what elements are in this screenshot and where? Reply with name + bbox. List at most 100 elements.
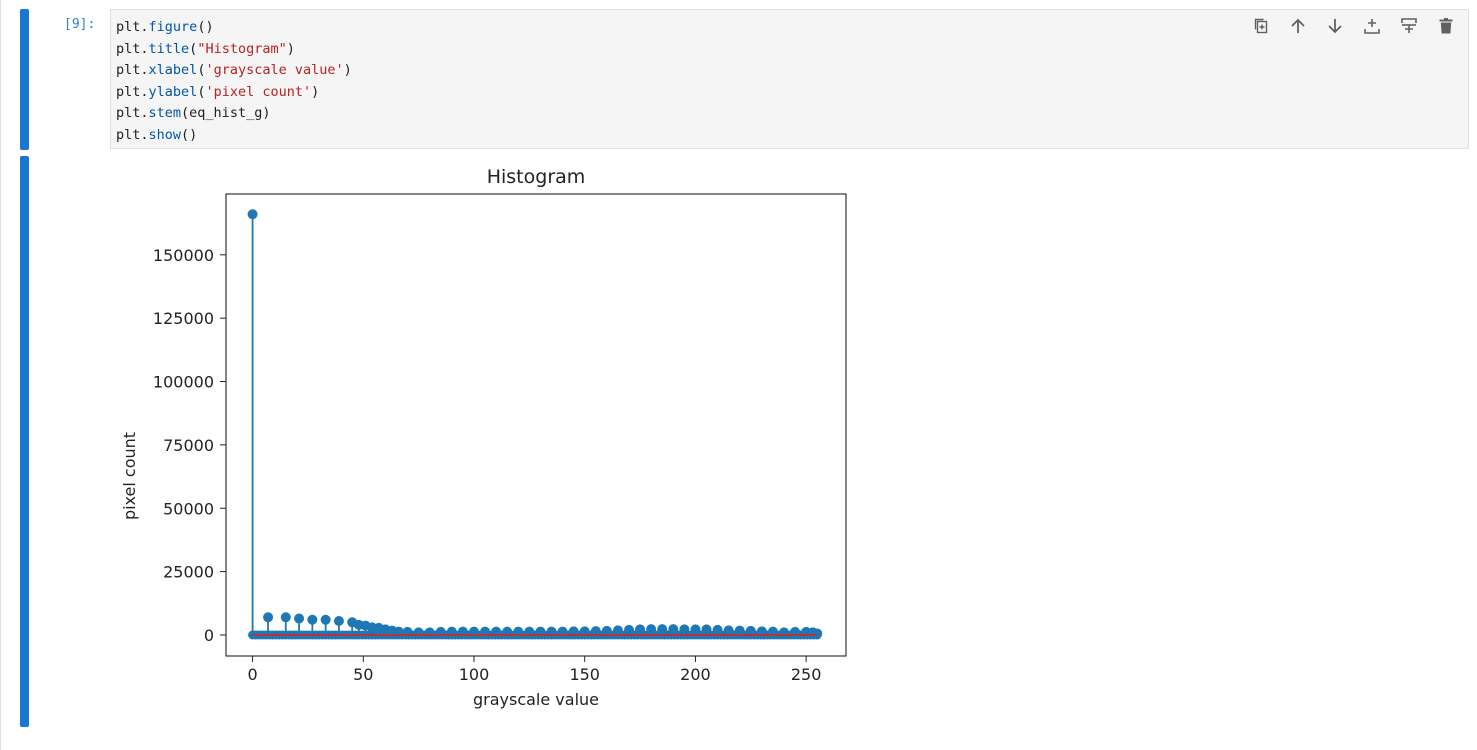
code-token: ): [343, 62, 352, 78]
code-token: 'grayscale value': [205, 62, 344, 78]
code-token: (: [197, 83, 206, 100]
input-collapser[interactable]: [20, 9, 29, 150]
chart-title: Histogram: [487, 166, 586, 188]
code-token: (): [197, 19, 214, 35]
code-token: .: [140, 105, 149, 121]
x-tick-label: 100: [459, 665, 490, 684]
y-tick-label: 150000: [153, 246, 214, 265]
stem-marker: [756, 626, 767, 637]
code-token: 'pixel count': [205, 83, 312, 100]
code-token: (eq_hist_g): [181, 105, 271, 121]
stem-marker: [745, 625, 756, 636]
insert-above-button[interactable]: [1353, 9, 1390, 43]
stem-marker: [263, 612, 274, 623]
stem-marker: [712, 624, 723, 635]
notebook-left-border: [0, 0, 1, 750]
stem-marker: [723, 625, 734, 636]
code-token: .: [140, 62, 149, 78]
move-up-button[interactable]: [1279, 9, 1316, 43]
code-token: plt: [116, 62, 141, 78]
y-tick-label: 0: [204, 626, 214, 645]
move-down-button[interactable]: [1316, 9, 1353, 43]
code-token: plt: [116, 83, 141, 100]
arrow-down-icon: [1327, 19, 1342, 34]
insert-above-icon: [1363, 19, 1380, 34]
stem-marker: [690, 624, 701, 635]
delete-cell-button[interactable]: [1427, 9, 1464, 43]
stem-marker: [568, 626, 579, 637]
code-token: .: [140, 40, 149, 57]
code-editor[interactable]: plt.figure() plt.title("Histogram") plt.…: [110, 9, 1469, 149]
code-token: plt: [116, 126, 141, 143]
y-axis-label: pixel count: [120, 432, 139, 520]
code-token: (: [197, 62, 206, 78]
code-token: show: [148, 126, 182, 143]
stem-marker: [579, 626, 590, 637]
stem-marker: [734, 625, 745, 636]
stem-marker: [320, 614, 331, 625]
code-line: plt.show(): [116, 127, 197, 143]
code-line: plt.title("Histogram"): [116, 41, 295, 57]
stem-marker: [679, 624, 690, 635]
output-collapser[interactable]: [20, 156, 29, 727]
stem-marker: [635, 624, 646, 635]
code-token: plt: [116, 40, 141, 57]
code-token: .: [140, 19, 149, 35]
stem-marker: [646, 624, 657, 635]
x-tick-label: 150: [569, 665, 600, 684]
code-token: stem: [148, 105, 182, 121]
stem-marker: [701, 624, 712, 635]
code-token: ): [311, 83, 320, 100]
arrow-up-icon: [1290, 18, 1305, 33]
y-tick-label: 25000: [163, 563, 214, 582]
stem-marker: [280, 612, 291, 623]
stem-marker: [247, 209, 258, 220]
cell-toolbar: [1242, 9, 1464, 43]
stem-plot: Histogram grayscale value pixel count 0 5…: [120, 166, 847, 709]
x-tick-label: 200: [680, 665, 711, 684]
code-token: figure: [148, 19, 198, 35]
code-token: plt: [116, 105, 141, 121]
stem-marker: [612, 625, 623, 636]
x-tick-label: 0: [247, 665, 257, 684]
code-token: .: [140, 83, 149, 100]
y-tick-label: 125000: [153, 309, 214, 328]
code-token: ): [286, 40, 295, 57]
x-tick-label: 250: [791, 665, 822, 684]
insert-below-button[interactable]: [1390, 9, 1427, 43]
code-line: plt.figure(): [116, 19, 214, 35]
stem-marker: [779, 627, 789, 638]
stem-marker: [333, 616, 344, 627]
y-tick-label: 100000: [153, 373, 214, 392]
stem-marker: [601, 625, 612, 636]
code-text[interactable]: plt.figure() plt.title("Histogram") plt.…: [116, 17, 352, 146]
code-token: (): [181, 126, 198, 143]
insert-below-icon: [1400, 18, 1417, 33]
code-token: .: [140, 126, 149, 143]
code-token: title: [148, 40, 190, 57]
stem-marker: [590, 626, 601, 637]
cell-output: Histogram grayscale value pixel count 0 5…: [110, 158, 870, 722]
stem-marker: [812, 628, 823, 639]
code-token: plt: [116, 19, 141, 35]
code-line: plt.stem(eq_hist_g): [116, 105, 270, 121]
x-axis-label: grayscale value: [473, 690, 599, 709]
duplicate-cell-button[interactable]: [1242, 9, 1279, 43]
code-token: xlabel: [148, 62, 198, 78]
code-line: plt.xlabel('grayscale value'): [116, 62, 352, 78]
stem-marker: [294, 613, 305, 624]
stem-marker: [424, 627, 435, 638]
execution-count: [9]:: [64, 17, 96, 32]
x-tick-label: 50: [353, 665, 373, 684]
stem-marker: [657, 624, 668, 635]
code-token: ylabel: [148, 83, 198, 100]
trash-icon: [1439, 18, 1452, 34]
plot-frame: [225, 193, 847, 657]
duplicate-icon: [1254, 18, 1267, 34]
code-token: (: [189, 40, 198, 57]
stem-marker: [668, 624, 679, 635]
stem-marker: [413, 627, 424, 638]
y-tick-label: 50000: [163, 499, 214, 518]
stem-marker: [624, 624, 634, 635]
